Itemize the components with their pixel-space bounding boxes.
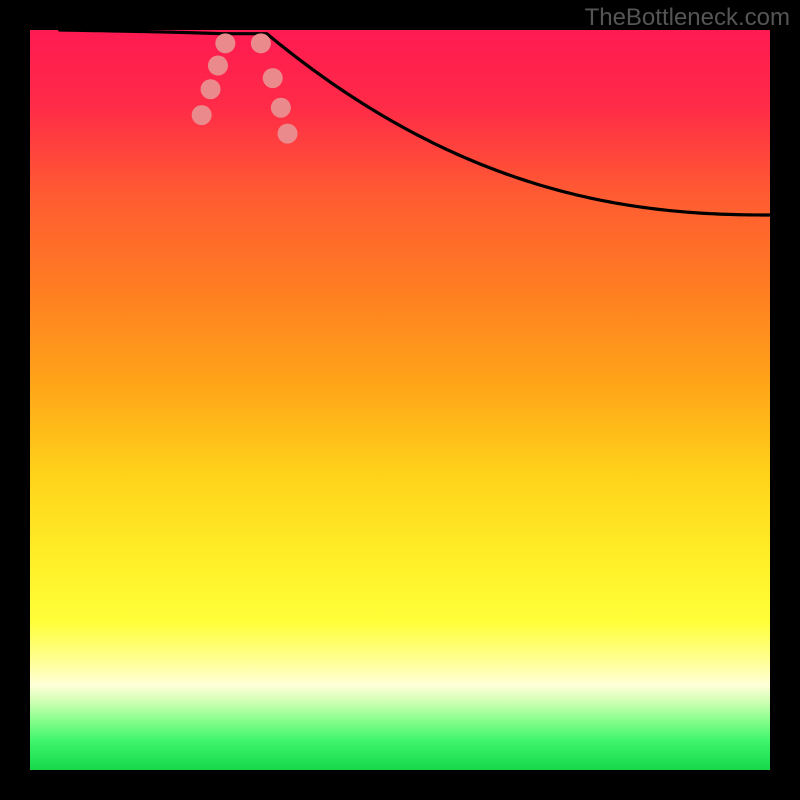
chart-stage: TheBottleneck.com (0, 0, 800, 800)
chart-svg (30, 30, 770, 770)
chart-inner (30, 30, 770, 770)
marker-dot (208, 56, 228, 76)
watermark-text: TheBottleneck.com (585, 4, 790, 32)
marker-dot (251, 33, 271, 53)
marker-dot (263, 68, 283, 88)
gradient-background (30, 30, 770, 770)
marker-dot (215, 33, 235, 53)
marker-dot (201, 79, 221, 99)
marker-dot (192, 105, 212, 125)
marker-dot (278, 124, 298, 144)
marker-dot (271, 98, 291, 118)
